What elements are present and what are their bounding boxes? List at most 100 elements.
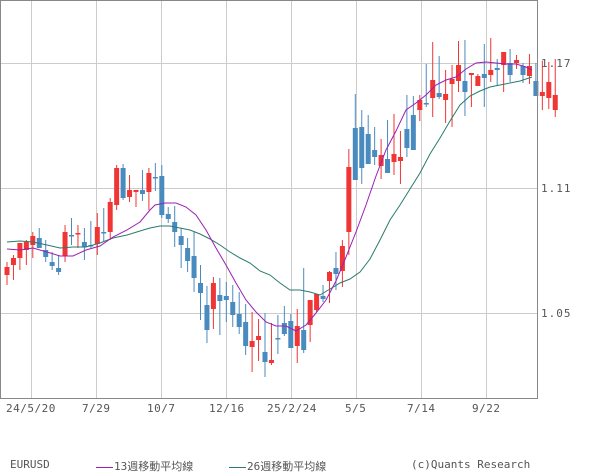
candle-body (17, 243, 23, 258)
candle-body (488, 70, 494, 75)
candle-body (275, 338, 281, 340)
x-tick-label: 10/7 (147, 402, 176, 415)
candle-body (49, 262, 55, 266)
candle-body (223, 296, 229, 300)
candle-body (30, 236, 36, 245)
candle-body (262, 352, 268, 362)
candle-body (101, 232, 107, 234)
candle-body (230, 302, 236, 315)
legend-ma26: 26週移動平均線 (229, 458, 326, 474)
candle-body (127, 190, 133, 197)
candle-body (410, 115, 416, 150)
candle-body (372, 150, 378, 157)
x-tick-label: 5/5 (345, 402, 367, 415)
candle-body (56, 268, 62, 272)
candle-body (307, 300, 313, 325)
candle-body (391, 154, 397, 162)
candle-body (552, 95, 558, 110)
ma13-line-swatch (96, 466, 113, 468)
candle-body (114, 168, 120, 205)
copyright-label: (c)Quants Research (411, 458, 531, 471)
legend-ma13-label: 13週移動平均線 (114, 460, 194, 473)
candle-body (481, 74, 487, 78)
candle-body (449, 79, 455, 84)
candlestick-chart (0, 0, 558, 399)
candle-body (69, 235, 74, 237)
candle-body (468, 73, 474, 75)
candle-body (494, 68, 500, 70)
ma26-line-swatch (229, 466, 246, 468)
candle-body (359, 127, 365, 168)
candle-body (4, 267, 10, 275)
x-tick-label: 25/2/24 (267, 402, 317, 415)
candle-body (268, 360, 274, 363)
ma26-line (6, 76, 533, 296)
candle-body (288, 321, 294, 348)
candle-body (514, 60, 520, 63)
candle-body (204, 305, 210, 330)
x-tick-label: 7/29 (82, 402, 111, 415)
plot-frame (0, 0, 538, 399)
candle-body (539, 92, 545, 96)
candle-body (94, 227, 100, 244)
candle-body (178, 236, 184, 245)
candle-body (533, 81, 539, 96)
candle-body (436, 93, 442, 97)
candle-body (462, 81, 468, 92)
candle-body (146, 173, 152, 192)
candle-body (23, 242, 29, 250)
candle-body (81, 242, 87, 247)
candle-body (281, 323, 287, 334)
candle-body (526, 66, 532, 76)
candle-body (365, 134, 371, 164)
candle-body (385, 159, 391, 173)
candle-body (501, 52, 507, 65)
candle-body (456, 65, 461, 81)
candle-body (475, 76, 481, 86)
candle-body (327, 272, 332, 281)
x-tick-label: 9/22 (472, 402, 501, 415)
candle-body (256, 336, 262, 340)
candle-body (10, 258, 16, 265)
candle-body (294, 326, 300, 346)
legend-ma13: 13週移動平均線 (96, 458, 193, 474)
candle-body (62, 232, 68, 256)
candle-body (243, 322, 249, 346)
y-tick-1-17: 1.17 (541, 57, 572, 70)
symbol-label: EURUSD (10, 458, 50, 471)
candle-body (185, 248, 191, 261)
y-tick-1-05: 1.05 (541, 307, 572, 320)
candle-body (217, 295, 223, 301)
candle-body (301, 330, 307, 350)
candle-body (346, 167, 352, 232)
x-tick-label: 7/14 (407, 402, 436, 415)
candle-body (339, 246, 345, 271)
candle-body (107, 202, 113, 232)
legend-ma26-label: 26週移動平均線 (247, 460, 327, 473)
candle-body (404, 129, 410, 148)
candle-body (397, 157, 403, 161)
candle-body (520, 66, 526, 75)
candle-body (314, 294, 320, 310)
candle-body (333, 268, 339, 274)
candle-body (133, 190, 139, 192)
candle-body (75, 233, 81, 235)
candle-body (352, 128, 358, 180)
candle-body (423, 103, 429, 105)
candle-body (120, 168, 126, 198)
y-tick-1-11: 1.11 (541, 182, 572, 195)
candle-body (378, 155, 384, 166)
candle-body (443, 94, 449, 100)
x-tick-label: 12/16 (209, 402, 245, 415)
candle-body (236, 314, 242, 327)
candle-body (249, 341, 255, 347)
candle-body (546, 82, 552, 98)
candle-body (198, 283, 203, 293)
ma13-line (6, 61, 533, 332)
candle-body (152, 177, 158, 179)
candle-body (210, 283, 216, 309)
candle-body (165, 214, 171, 219)
x-tick-label: 24/5/20 (6, 402, 56, 415)
candle-body (159, 176, 165, 215)
candle-body (139, 190, 145, 194)
